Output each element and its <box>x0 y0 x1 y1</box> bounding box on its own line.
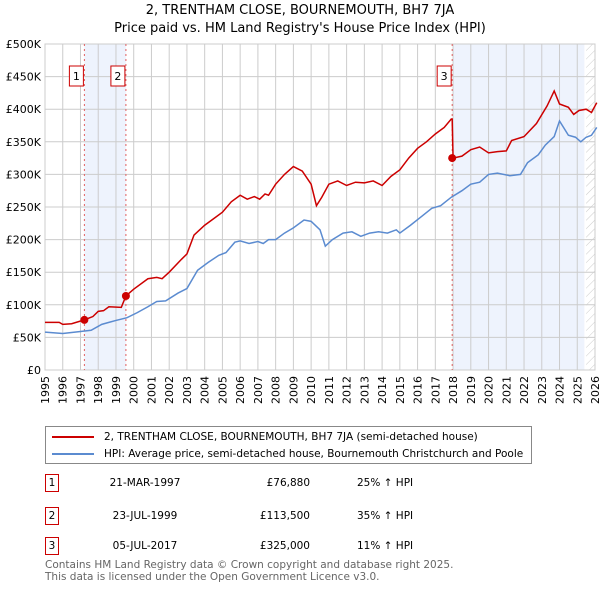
series-line <box>44 119 598 335</box>
transaction-marker: 3 <box>45 537 59 555</box>
transaction-price: £325,000 <box>259 540 310 552</box>
transaction-price: £113,500 <box>259 510 310 522</box>
x-tick-label: 2002 <box>163 376 176 404</box>
transaction-date: 21-MAR-1997 <box>109 477 181 489</box>
y-tick-label: £150K <box>6 266 42 279</box>
legend-label: HPI: Average price, semi-detached house,… <box>104 448 524 460</box>
sale-marker-box <box>68 65 84 87</box>
x-tick-label: 2000 <box>128 376 141 404</box>
series-line <box>45 89 598 326</box>
y-tick-label: £300K <box>6 168 42 181</box>
x-tick-label: 2012 <box>341 376 354 404</box>
x-tick-label: 2017 <box>429 376 442 404</box>
x-tick-label: 2024 <box>554 376 567 404</box>
y-tick-label: £450K <box>6 71 42 84</box>
x-tick-label: 2001 <box>145 376 158 404</box>
sale-marker-label: 1 <box>73 70 80 83</box>
x-tick-label: 2015 <box>394 376 407 404</box>
transaction-marker: 1 <box>45 474 59 492</box>
transaction-row: 2 23-JUL-1999 £113,500 35% ↑ HPI <box>45 507 545 525</box>
x-tick-label: 2026 <box>589 376 600 404</box>
transaction-date: 23-JUL-1999 <box>112 510 178 522</box>
y-tick-label: £50K <box>13 331 42 344</box>
y-tick-label: £500K <box>6 38 42 51</box>
sale-point <box>121 291 130 300</box>
legend-swatch-property <box>52 436 94 438</box>
transaction-hpi-diff: 35% ↑ HPI <box>357 510 414 522</box>
x-tick-label: 2003 <box>181 376 194 404</box>
legend-label: 2, TRENTHAM CLOSE, BOURNEMOUTH, BH7 7JA … <box>104 431 478 443</box>
x-tick-label: 2005 <box>216 376 229 404</box>
transaction-row: 3 05-JUL-2017 £325,000 11% ↑ HPI <box>45 537 545 555</box>
x-tick-label: 2008 <box>270 376 283 404</box>
y-tick-label: £100K <box>6 299 42 312</box>
sale-marker-box <box>436 65 452 87</box>
x-tick-label: 2018 <box>447 376 460 404</box>
x-tick-label: 2021 <box>500 376 513 404</box>
transaction-price: £76,880 <box>266 477 310 489</box>
legend-item-hpi: HPI: Average price, semi-detached house,… <box>52 446 523 462</box>
x-tick-label: 2006 <box>234 376 247 404</box>
x-tick-label: 1995 <box>39 376 52 404</box>
x-tick-label: 2016 <box>412 376 425 404</box>
footer-licence: This data is licensed under the Open Gov… <box>45 571 380 583</box>
x-tick-label: 2014 <box>376 376 389 404</box>
price-chart: 1995 1996 1997 1998 1999 2000 2001 2002 2003 2004… <box>6 38 600 404</box>
y-tick-label: £350K <box>6 136 42 149</box>
x-tick-label: 2020 <box>483 376 496 404</box>
sale-point <box>80 315 89 324</box>
transaction-row: 1 21-MAR-1997 £76,880 25% ↑ HPI <box>45 474 545 492</box>
sale-point <box>448 154 457 163</box>
footer-copyright: Contains HM Land Registry data © Crown c… <box>45 559 454 571</box>
transaction-hpi-diff: 11% ↑ HPI <box>357 540 414 552</box>
transaction-marker: 2 <box>45 507 59 525</box>
x-tick-label: 1996 <box>57 376 70 404</box>
x-tick-label: 2009 <box>287 376 300 404</box>
y-tick-label: £0 <box>27 364 41 377</box>
y-tick-label: £250K <box>6 201 42 214</box>
legend: 2, TRENTHAM CLOSE, BOURNEMOUTH, BH7 7JA … <box>45 426 532 464</box>
x-tick-label: 2023 <box>536 376 549 404</box>
x-tick-label: 1999 <box>110 376 123 404</box>
x-tick-label: 2022 <box>518 376 531 404</box>
legend-swatch-hpi <box>52 453 94 455</box>
y-tick-label: £200K <box>6 234 42 247</box>
y-tick-label: £400K <box>6 103 42 116</box>
chart-title: 2, TRENTHAM CLOSE, BOURNEMOUTH, BH7 7JA <box>145 3 455 18</box>
sale-marker-label: 2 <box>114 70 121 83</box>
transaction-hpi-diff: 25% ↑ HPI <box>357 477 414 489</box>
x-tick-label: 2007 <box>252 376 265 404</box>
x-tick-label: 2011 <box>323 376 336 404</box>
x-tick-label: 2010 <box>305 376 318 404</box>
sale-marker-box <box>110 65 126 87</box>
x-tick-label: 2013 <box>358 376 371 404</box>
transaction-date: 05-JUL-2017 <box>112 540 178 552</box>
x-tick-label: 2004 <box>199 376 212 404</box>
legend-item-property: 2, TRENTHAM CLOSE, BOURNEMOUTH, BH7 7JA … <box>52 429 478 445</box>
plot-border <box>44 43 596 371</box>
x-tick-label: 1998 <box>92 376 105 404</box>
sale-marker-label: 3 <box>441 70 448 83</box>
x-tick-label: 1997 <box>74 376 87 404</box>
x-tick-label: 2019 <box>465 376 478 404</box>
chart-subtitle: Price paid vs. HM Land Registry's House … <box>114 21 486 36</box>
x-tick-label: 2025 <box>571 376 584 404</box>
